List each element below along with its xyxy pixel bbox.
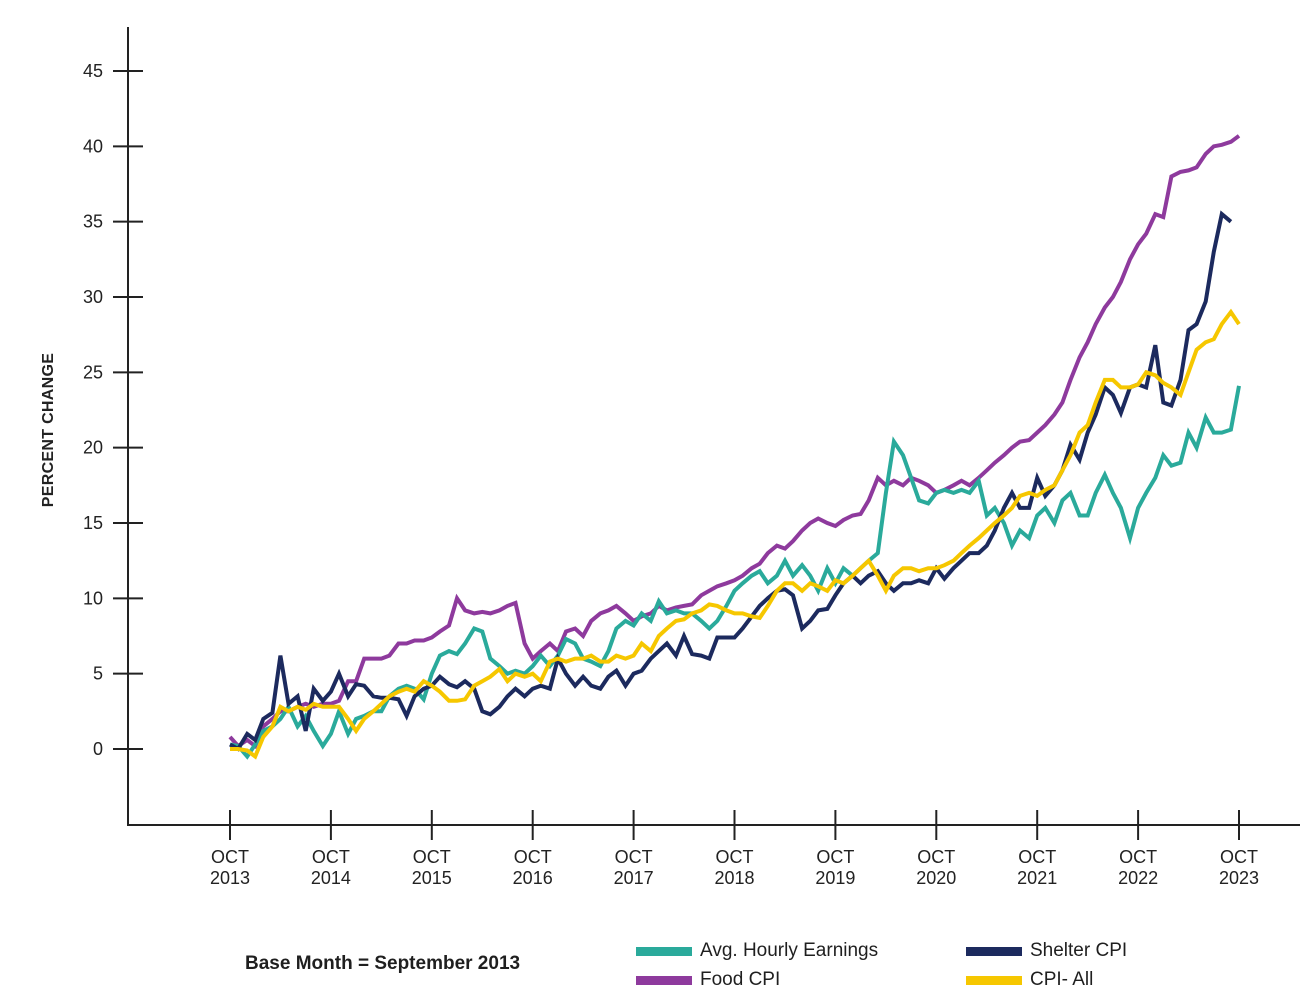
legend-swatch-avg-hourly-earnings bbox=[636, 946, 692, 956]
y-tick-label: 15 bbox=[83, 513, 103, 533]
base-month-note: Base Month = September 2013 bbox=[245, 953, 521, 974]
legend-label-shelter-cpi: Shelter CPI bbox=[1030, 940, 1128, 961]
x-tick-label-year: 2018 bbox=[714, 868, 754, 888]
legend-label-avg-hourly-earnings: Avg. Hourly Earnings bbox=[700, 940, 879, 961]
x-axis-ticks: OCT2013OCT2014OCT2015OCT2016OCT2017OCT20… bbox=[210, 810, 1259, 888]
x-tick-label-year: 2019 bbox=[815, 868, 855, 888]
x-tick-label-month: OCT bbox=[615, 847, 653, 867]
legend-item-avg-hourly-earnings: Avg. Hourly Earnings bbox=[636, 937, 878, 965]
x-tick-label-year: 2016 bbox=[513, 868, 553, 888]
x-tick-label-month: OCT bbox=[312, 847, 350, 867]
x-tick-label-month: OCT bbox=[1018, 847, 1056, 867]
y-tick-label: 45 bbox=[83, 61, 103, 81]
legend-item-cpi-all: CPI- All bbox=[966, 966, 1093, 994]
legend-swatch-shelter-cpi bbox=[966, 946, 1022, 956]
y-tick-label: 35 bbox=[83, 212, 103, 232]
x-tick-label-year: 2021 bbox=[1017, 868, 1057, 888]
y-axis-title: PERCENT CHANGE bbox=[40, 353, 57, 507]
series-line-cpi-all bbox=[230, 308, 1241, 760]
legend-label-cpi-all: CPI- All bbox=[1030, 969, 1094, 990]
x-tick-label-year: 2013 bbox=[210, 868, 250, 888]
y-tick-label: 0 bbox=[93, 739, 103, 759]
y-tick-label: 20 bbox=[83, 438, 103, 458]
x-tick-label-year: 2022 bbox=[1118, 868, 1158, 888]
y-axis-ticks: 0 5 10 15 20 25 30 35 40 45 bbox=[83, 61, 143, 759]
x-tick-label-month: OCT bbox=[413, 847, 451, 867]
legend-swatch-cpi-all bbox=[966, 975, 1022, 985]
series-line-shelter-cpi bbox=[229, 210, 1233, 752]
x-tick-label-month: OCT bbox=[1119, 847, 1157, 867]
series-line-food-cpi bbox=[228, 134, 1241, 750]
legend-item-food-cpi: Food CPI bbox=[636, 966, 780, 994]
y-tick-label: 30 bbox=[83, 287, 103, 307]
x-tick-label-month: OCT bbox=[1220, 847, 1258, 867]
x-tick-label-month: OCT bbox=[514, 847, 552, 867]
legend-swatch-food-cpi bbox=[636, 975, 692, 985]
legend-item-shelter-cpi: Shelter CPI bbox=[966, 937, 1127, 965]
y-tick-label: 10 bbox=[83, 588, 103, 608]
x-tick-label-year: 2023 bbox=[1219, 868, 1259, 888]
x-tick-label-month: OCT bbox=[816, 847, 854, 867]
y-tick-label: 40 bbox=[83, 136, 103, 156]
y-tick-label: 25 bbox=[83, 362, 103, 382]
y-tick-label: 5 bbox=[93, 664, 103, 684]
x-tick-label-year: 2015 bbox=[412, 868, 452, 888]
x-tick-label-year: 2020 bbox=[916, 868, 956, 888]
x-tick-label-year: 2017 bbox=[614, 868, 654, 888]
legend: Avg. Hourly Earnings Shelter CPI Food CP… bbox=[636, 937, 1276, 997]
series-line-avg-hourly-earnings bbox=[229, 385, 1241, 760]
legend-label-food-cpi: Food CPI bbox=[700, 969, 781, 990]
series-lines bbox=[228, 134, 1241, 760]
x-tick-label-month: OCT bbox=[917, 847, 955, 867]
x-tick-label-month: OCT bbox=[716, 847, 754, 867]
x-tick-label-month: OCT bbox=[211, 847, 249, 867]
x-tick-label-year: 2014 bbox=[311, 868, 351, 888]
